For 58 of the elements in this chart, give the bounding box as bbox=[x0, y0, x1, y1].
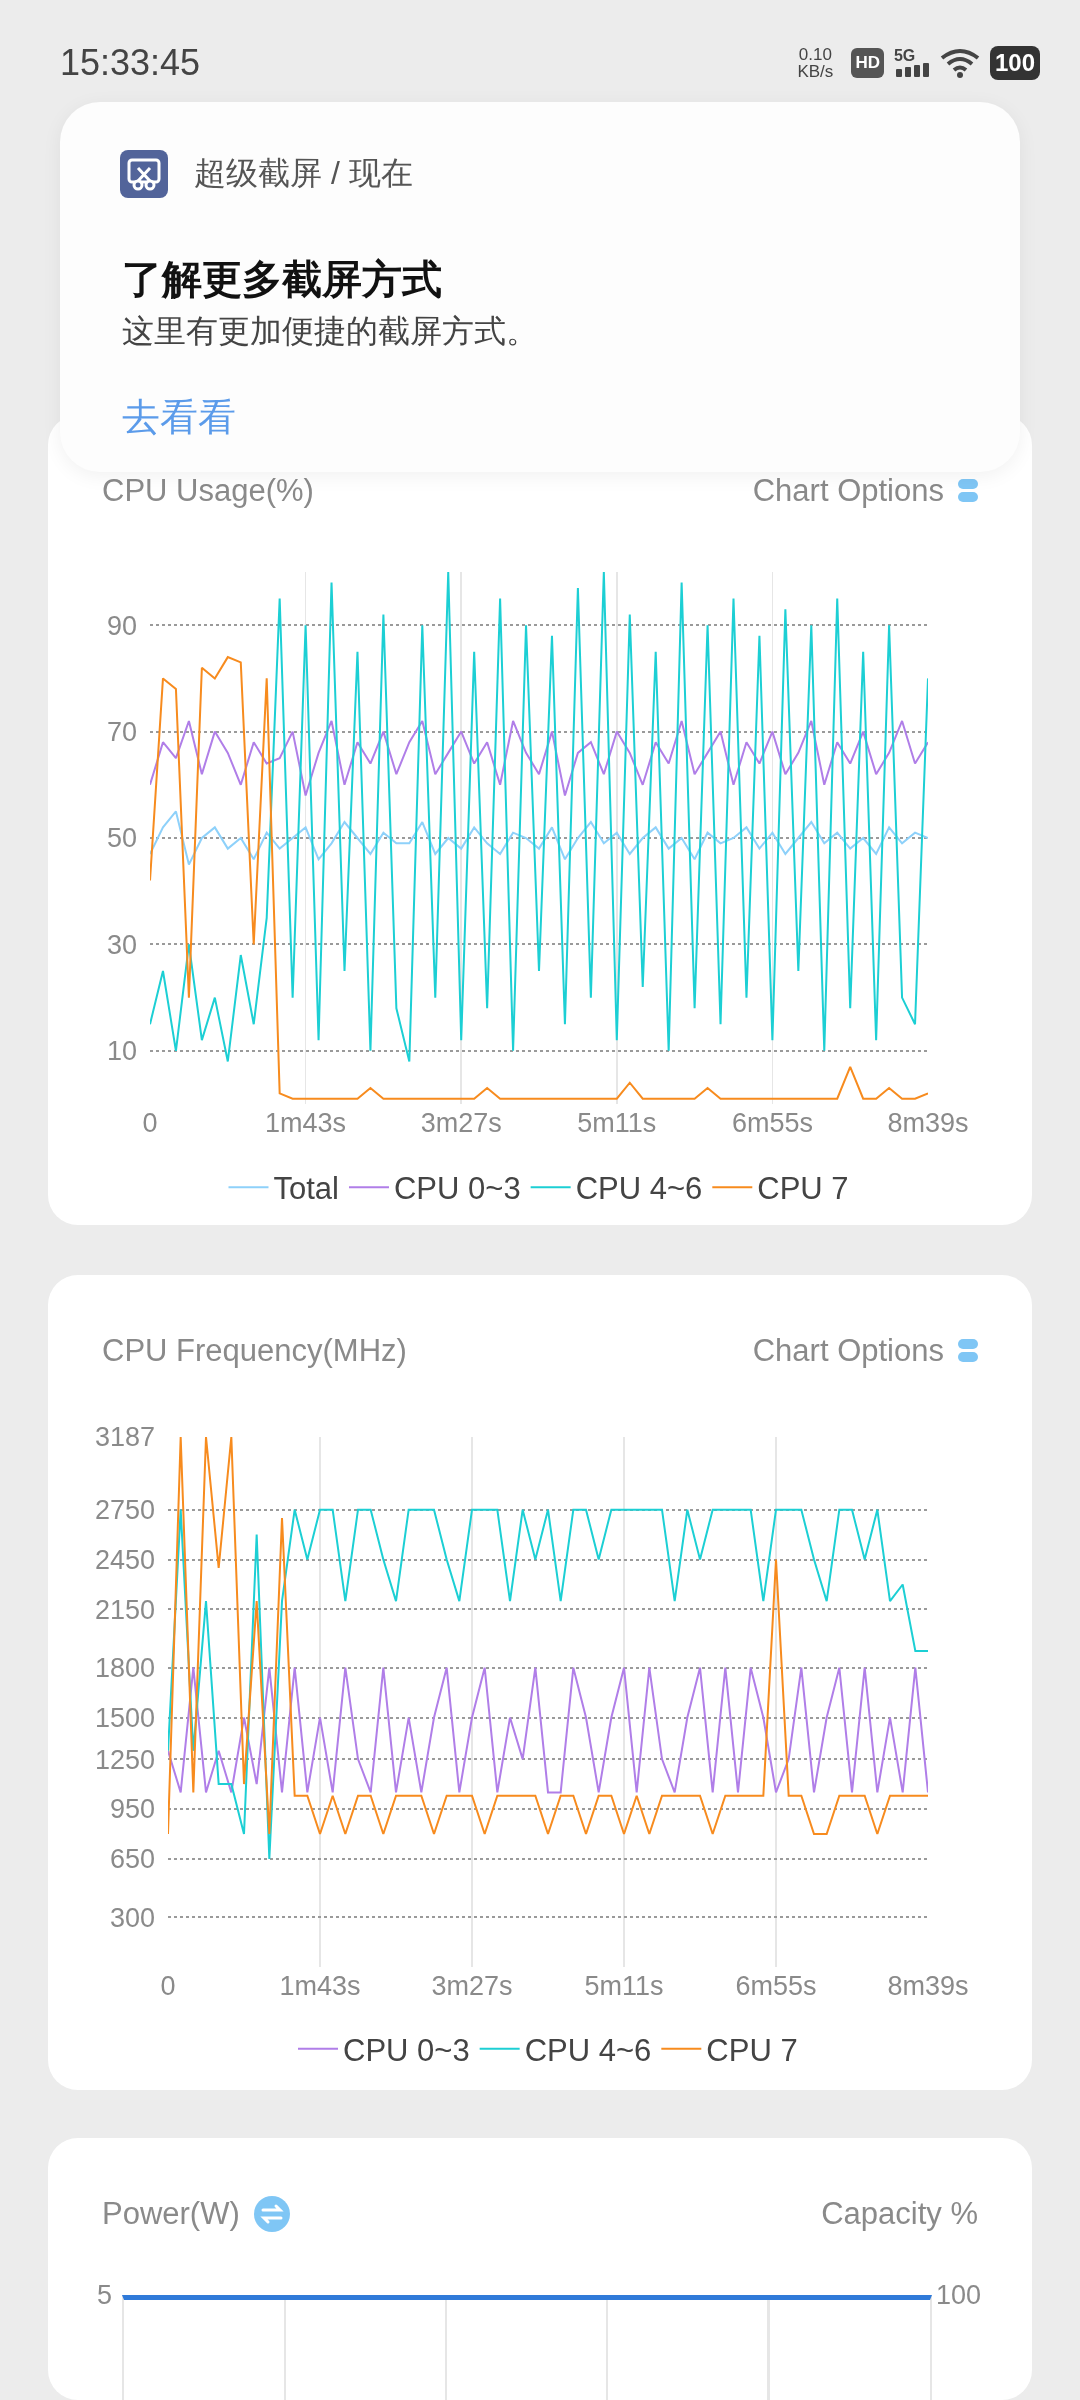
legend-label: CPU 0~3 bbox=[393, 1171, 521, 1207]
legend-label: CPU 7 bbox=[706, 2032, 798, 2068]
y-tick-label: 950 bbox=[109, 1794, 155, 1825]
y-tick-label: 1500 bbox=[94, 1703, 155, 1733]
y-tick-label: 3187 bbox=[94, 1422, 155, 1453]
y-tick-label: 1800 bbox=[94, 1653, 155, 1684]
y-tick-label: 70 bbox=[106, 717, 137, 748]
text: 超级截屏 / 现在 bbox=[194, 154, 413, 193]
text: 15:33:45 bbox=[60, 42, 201, 84]
x-tick-label: 6m55s bbox=[731, 1108, 813, 1138]
text: 100 bbox=[936, 2280, 982, 2311]
y-tick-label: 30 bbox=[106, 929, 137, 960]
text: Chart Options bbox=[752, 473, 944, 509]
text: HD bbox=[851, 48, 884, 78]
x-tick-label: 1m43s bbox=[279, 1971, 361, 2001]
x-tick-label: 0 bbox=[160, 1971, 176, 2001]
y-tick-label: 2150 bbox=[94, 1594, 155, 1625]
x-tick-label: 0 bbox=[142, 1108, 158, 1138]
x-tick-label: 5m11s bbox=[584, 1971, 664, 2001]
text: Chart Options bbox=[752, 1333, 944, 1369]
line-series bbox=[150, 572, 928, 1063]
x-tick-label: 8m39s bbox=[887, 1108, 969, 1138]
text: 了解更多截屏方式 bbox=[122, 256, 442, 303]
y-tick-label: 1250 bbox=[94, 1744, 155, 1775]
line-series bbox=[168, 1666, 928, 1794]
line-series bbox=[150, 719, 928, 797]
text: 100 bbox=[989, 46, 1040, 80]
x-tick-label: 6m55s bbox=[735, 1971, 817, 2001]
x-tick-label: 3m27s bbox=[420, 1108, 502, 1138]
line-series bbox=[168, 1437, 928, 1835]
chart-title: CPU Frequency(MHz) bbox=[102, 1333, 407, 1369]
text: 0.10 KB/s bbox=[796, 45, 835, 81]
y-tick-label: 2450 bbox=[94, 1545, 155, 1576]
text: 去看看 bbox=[122, 395, 236, 440]
chart-title: CPU Usage(%) bbox=[102, 473, 314, 509]
text: Capacity % bbox=[821, 2196, 978, 2232]
legend-label: Total bbox=[273, 1171, 339, 1207]
y-tick-label: 300 bbox=[109, 1902, 155, 1933]
y-tick-label: 50 bbox=[106, 823, 137, 854]
legend-label: CPU 7 bbox=[757, 1171, 849, 1207]
x-tick-label: 5m11s bbox=[577, 1108, 657, 1138]
legend-label: CPU 0~3 bbox=[343, 2032, 470, 2068]
x-tick-label: 3m27s bbox=[431, 1971, 513, 2001]
x-tick-label: 8m39s bbox=[887, 1971, 969, 2001]
legend-label: CPU 4~6 bbox=[524, 2032, 652, 2068]
x-tick-label: 1m43s bbox=[265, 1108, 347, 1138]
line-series bbox=[150, 656, 928, 1100]
y-tick-label: 650 bbox=[109, 1844, 155, 1875]
line-series bbox=[168, 1508, 928, 1860]
line-series bbox=[150, 810, 928, 866]
text: 5 bbox=[96, 2280, 112, 2311]
y-tick-label: 2750 bbox=[94, 1495, 155, 1526]
text: Power(W) bbox=[102, 2196, 240, 2232]
y-tick-label: 90 bbox=[106, 610, 137, 641]
legend-label: CPU 4~6 bbox=[575, 1171, 703, 1207]
text: 这里有更加便捷的截屏方式。 bbox=[122, 312, 538, 351]
text: 5G bbox=[893, 47, 916, 64]
y-tick-label: 10 bbox=[106, 1036, 137, 1067]
